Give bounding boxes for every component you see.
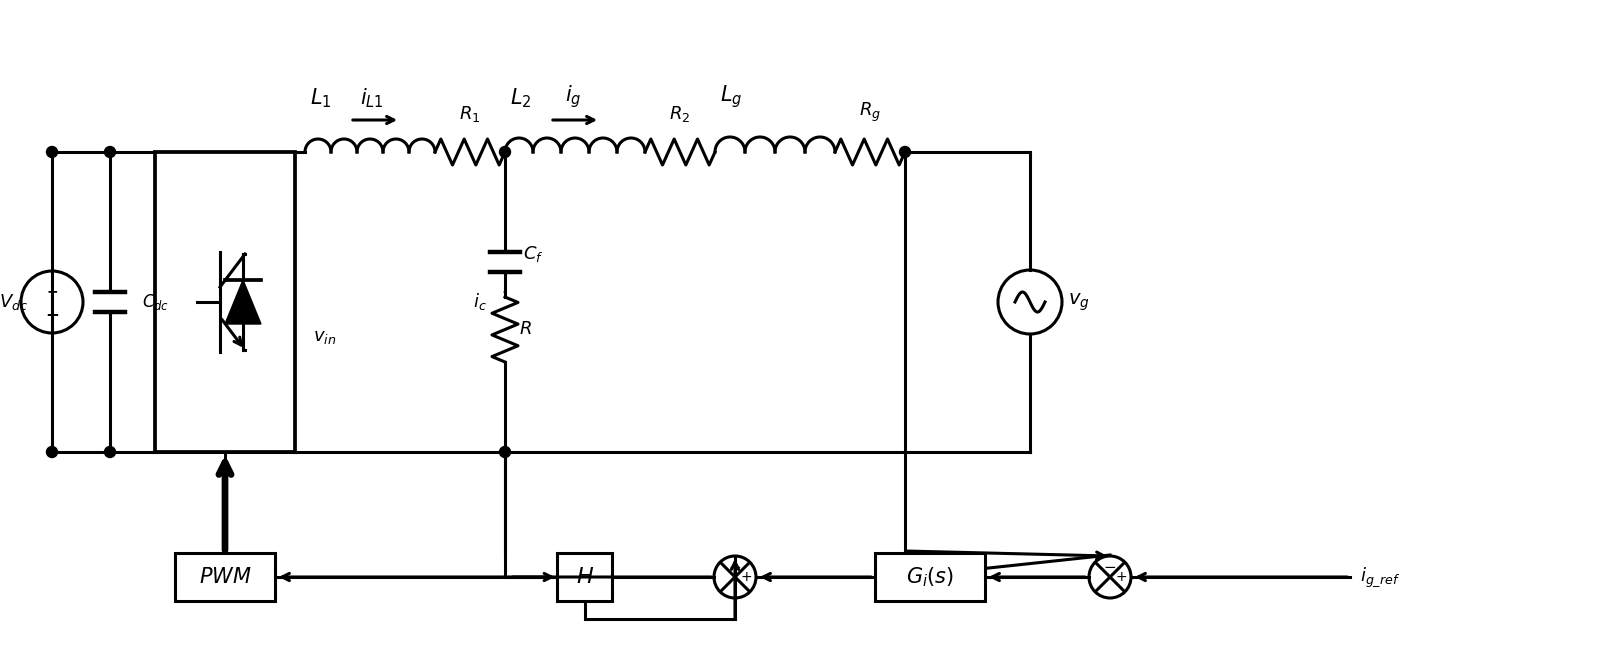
Circle shape [104,147,115,158]
Text: $i_c$: $i_c$ [473,291,487,312]
Circle shape [104,447,115,458]
Text: $C_f$: $C_f$ [523,244,543,264]
Text: −: − [45,305,59,323]
Text: $R$: $R$ [519,321,532,338]
Circle shape [46,447,58,458]
Circle shape [899,147,911,158]
Text: $-$: $-$ [728,558,742,573]
Circle shape [500,447,510,458]
Text: +: + [46,285,58,299]
Text: $-$: $-$ [1103,558,1117,573]
Text: $R_1$: $R_1$ [460,104,481,124]
Text: $R_2$: $R_2$ [670,104,691,124]
Circle shape [46,147,58,158]
Text: $C_{dc}$: $C_{dc}$ [143,292,170,312]
FancyBboxPatch shape [875,553,984,601]
Text: $V_{dc}$: $V_{dc}$ [0,292,29,312]
Text: $v_{in}$: $v_{in}$ [313,328,337,346]
Polygon shape [224,280,261,324]
Text: $i_{g\_ref}$: $i_{g\_ref}$ [1359,565,1401,589]
Text: $G_i(s)$: $G_i(s)$ [906,565,954,589]
FancyBboxPatch shape [155,152,295,452]
Text: $i_{L1}$: $i_{L1}$ [361,87,383,110]
FancyBboxPatch shape [558,553,612,601]
Text: $L_g$: $L_g$ [720,83,742,110]
Text: $i_g$: $i_g$ [564,83,582,110]
Text: $L_2$: $L_2$ [510,87,532,110]
Text: $+$: $+$ [741,570,753,584]
Text: $v_g$: $v_g$ [1068,291,1090,313]
Text: $PWM$: $PWM$ [199,567,252,587]
Text: $+$: $+$ [1116,570,1127,584]
Text: $R_g$: $R_g$ [859,101,882,124]
Circle shape [500,147,510,158]
Text: $L_1$: $L_1$ [309,87,332,110]
FancyBboxPatch shape [175,553,276,601]
Text: $H$: $H$ [575,567,595,587]
